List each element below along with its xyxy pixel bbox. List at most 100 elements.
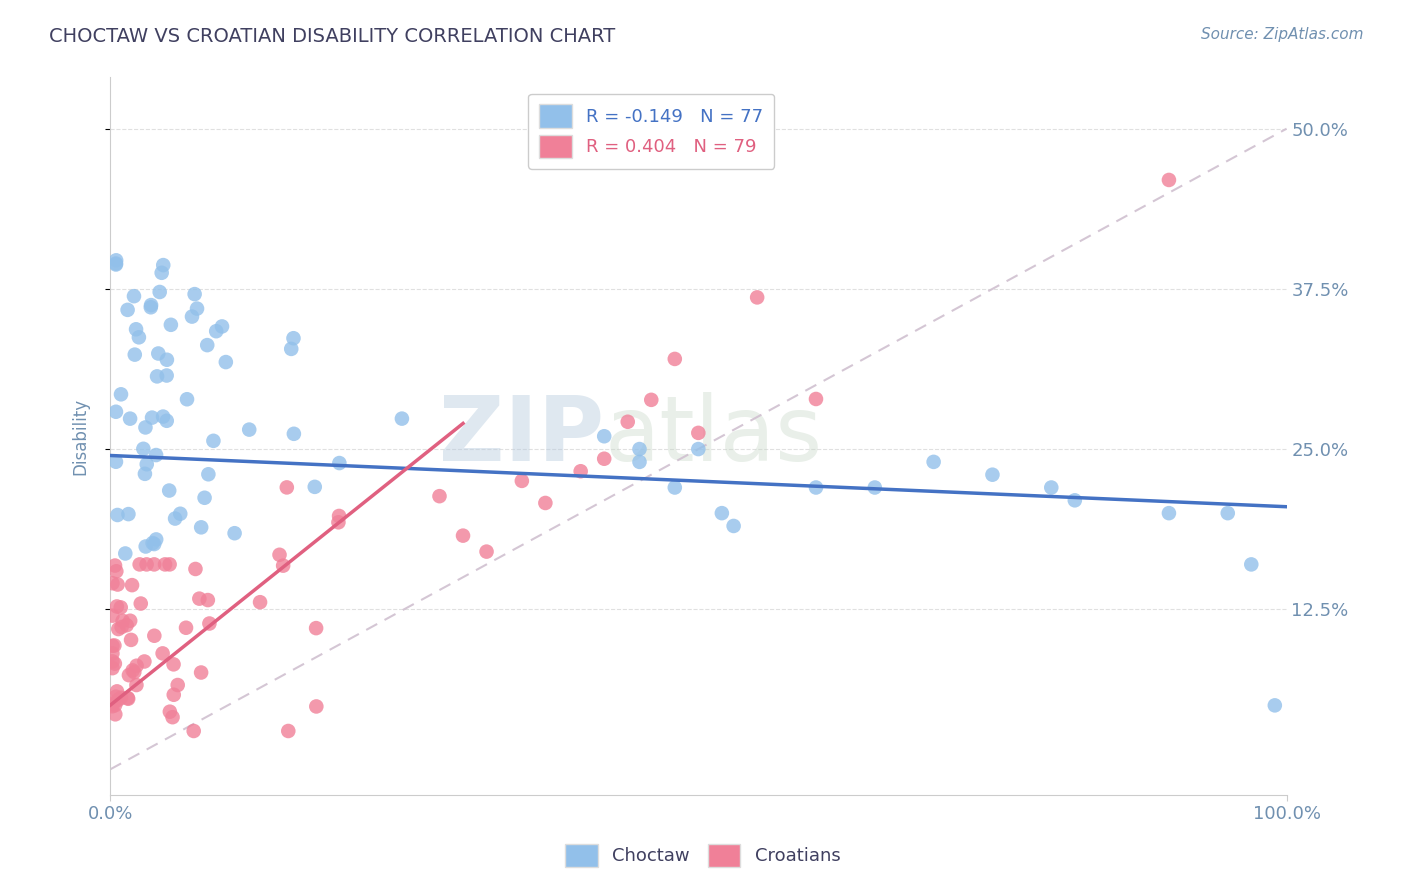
Point <box>328 508 350 523</box>
Point <box>104 455 127 469</box>
Point <box>271 558 294 573</box>
Point <box>160 318 183 332</box>
Point <box>122 289 145 303</box>
Point <box>451 528 474 542</box>
Point <box>165 511 187 525</box>
Point <box>149 285 172 299</box>
Point <box>120 614 142 628</box>
Point <box>534 496 557 510</box>
Point <box>148 346 170 360</box>
Point <box>710 506 733 520</box>
Point <box>143 629 166 643</box>
Point <box>153 558 176 572</box>
Point <box>104 690 127 704</box>
Text: atlas: atlas <box>605 392 823 480</box>
Point <box>104 707 127 722</box>
Point <box>110 690 132 705</box>
Point <box>804 481 827 495</box>
Point <box>134 467 156 481</box>
Point <box>104 405 127 419</box>
Point <box>640 392 662 407</box>
Point <box>156 352 179 367</box>
Point <box>277 723 299 738</box>
Point <box>183 723 205 738</box>
Point <box>145 533 167 547</box>
Point <box>101 661 124 675</box>
Point <box>101 647 124 661</box>
Point <box>125 658 148 673</box>
Point <box>128 330 150 344</box>
Point <box>117 690 139 705</box>
Point <box>195 338 218 352</box>
Point <box>593 429 616 443</box>
Point <box>569 464 592 478</box>
Point <box>176 392 198 407</box>
Y-axis label: Disability: Disability <box>72 398 89 475</box>
Point <box>166 678 188 692</box>
Point <box>135 540 157 554</box>
Point <box>107 577 129 591</box>
Point <box>197 593 219 607</box>
Point <box>117 691 139 706</box>
Point <box>510 474 533 488</box>
Point <box>162 710 184 724</box>
Point <box>114 546 136 560</box>
Point <box>1157 173 1180 187</box>
Point <box>120 411 142 425</box>
Point <box>117 507 139 521</box>
Point <box>121 578 143 592</box>
Point <box>283 331 305 345</box>
Point <box>125 678 148 692</box>
Point <box>101 654 124 668</box>
Point <box>159 705 181 719</box>
Point <box>152 647 174 661</box>
Legend: Choctaw, Croatians: Choctaw, Croatians <box>558 837 848 874</box>
Point <box>101 576 124 591</box>
Point <box>305 699 328 714</box>
Point <box>224 526 246 541</box>
Point <box>593 451 616 466</box>
Point <box>197 467 219 482</box>
Point <box>146 369 169 384</box>
Point <box>157 483 180 498</box>
Point <box>156 414 179 428</box>
Point <box>628 442 651 456</box>
Point <box>269 548 291 562</box>
Point <box>305 621 328 635</box>
Point <box>134 655 156 669</box>
Point <box>143 537 166 551</box>
Point <box>110 620 132 634</box>
Point <box>391 411 413 425</box>
Point <box>184 562 207 576</box>
Point <box>174 621 197 635</box>
Point <box>616 415 638 429</box>
Point <box>159 558 181 572</box>
Point <box>804 392 827 406</box>
Point <box>104 657 127 671</box>
Point <box>105 684 128 698</box>
Legend: R = -0.149   N = 77, R = 0.404   N = 79: R = -0.149 N = 77, R = 0.404 N = 79 <box>529 94 775 169</box>
Point <box>211 319 233 334</box>
Point <box>190 665 212 680</box>
Text: ZIP: ZIP <box>439 392 605 480</box>
Point <box>162 657 184 672</box>
Point <box>105 599 128 614</box>
Point <box>429 489 451 503</box>
Point <box>747 290 769 304</box>
Point <box>132 442 155 456</box>
Point <box>169 507 191 521</box>
Point <box>202 434 225 448</box>
Point <box>190 520 212 534</box>
Point <box>101 608 124 623</box>
Point <box>118 668 141 682</box>
Point <box>475 544 498 558</box>
Point <box>194 491 217 505</box>
Point <box>283 426 305 441</box>
Point <box>215 355 238 369</box>
Point <box>863 481 886 495</box>
Point <box>142 536 165 550</box>
Point <box>124 665 146 680</box>
Point <box>120 632 142 647</box>
Point <box>163 688 186 702</box>
Point <box>1040 481 1063 495</box>
